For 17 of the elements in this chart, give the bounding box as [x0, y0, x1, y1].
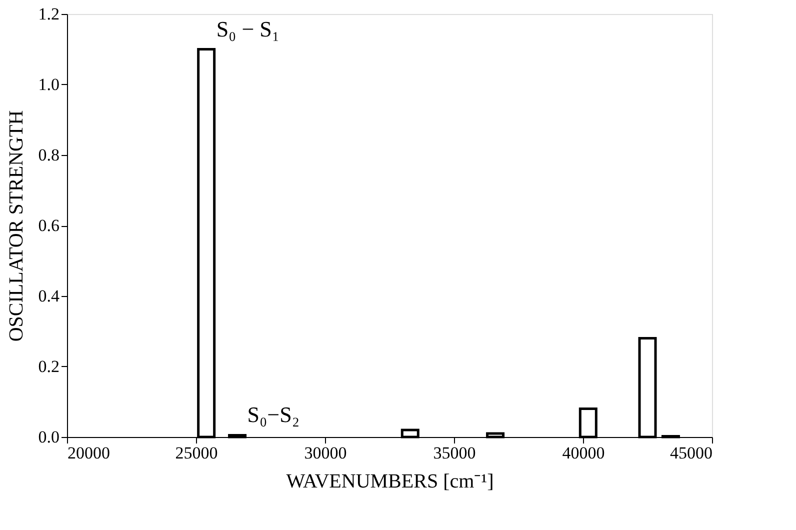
- x-tick-label: 30000: [304, 444, 347, 462]
- x-tick-label: 40000: [562, 444, 605, 462]
- y-tick-label: 0.6: [38, 216, 60, 235]
- y-tick-label: 1.0: [38, 75, 60, 94]
- x-axis-title: WAVENUMBERS [cm⁻¹]: [286, 470, 494, 492]
- x-tick-label: 20000: [68, 444, 110, 462]
- y-tick-label: 0.4: [38, 286, 60, 306]
- annotation: S₀ − S₁: [216, 16, 280, 42]
- y-axis-title: OSCILLATOR STRENGTH: [5, 110, 28, 342]
- annotation: S₀−S₂: [247, 402, 300, 428]
- x-tick-label: 35000: [433, 444, 476, 462]
- y-tick-label: 0.8: [38, 146, 60, 164]
- y-tick-label: 0.0: [38, 428, 60, 446]
- x-tick-label: 25000: [175, 444, 218, 462]
- y-tick-label: 0.2: [38, 357, 60, 376]
- x-tick-label: 45000: [670, 444, 712, 462]
- y-tick-label: 1.2: [38, 4, 60, 24]
